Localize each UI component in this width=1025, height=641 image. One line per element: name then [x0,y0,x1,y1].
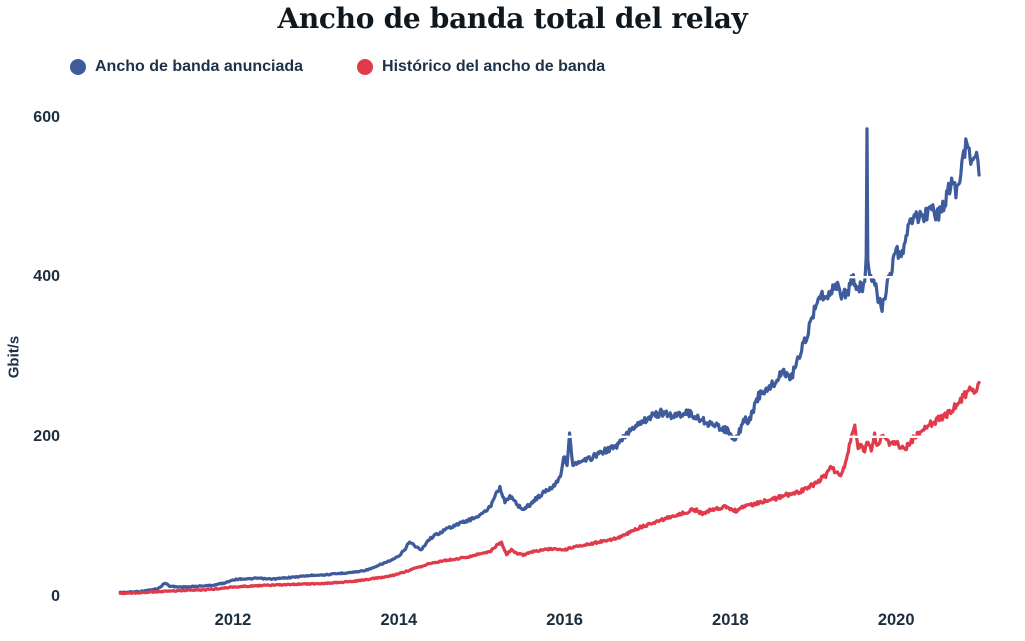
legend-label-advertised: Ancho de banda anunciada [95,58,304,75]
x-tick-label-2014: 2014 [380,611,418,629]
y-tick-label-600: 600 [33,108,60,126]
chart-title: Ancho de banda total del relay [277,2,748,35]
series-line-bandwidth-history [118,380,981,596]
y-tick-label-0: 0 [51,587,60,605]
chart-legend: Ancho de banda anunciada Histórico del a… [70,58,605,76]
legend-dot-advertised-icon [70,59,86,75]
series-line-advertised-bandwidth [118,127,981,595]
y-tick-label-200: 200 [33,427,60,445]
legend-label-history: Histórico del ancho de banda [382,58,606,75]
legend-item-advertised-bandwidth: Ancho de banda anunciada [70,58,303,76]
legend-dot-history-icon [357,59,374,75]
legend-item-bandwidth-history: Histórico del ancho de banda [357,58,605,76]
x-tick-label-2012: 2012 [214,611,252,629]
y-tick-label-400: 400 [33,268,60,286]
x-tick-label-2016: 2016 [546,611,583,629]
x-tick-label-2020: 2020 [877,611,915,629]
x-tick-label-2018: 2018 [712,611,749,629]
